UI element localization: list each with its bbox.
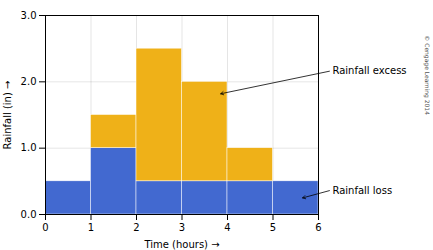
svg-text:5: 5 xyxy=(270,222,276,233)
svg-text:Rainfall excess: Rainfall excess xyxy=(332,65,406,76)
svg-text:6: 6 xyxy=(315,222,321,233)
svg-text:4: 4 xyxy=(224,222,230,233)
svg-text:0: 0 xyxy=(42,222,48,233)
svg-text:3: 3 xyxy=(179,222,185,233)
svg-text:Rainfall loss: Rainfall loss xyxy=(332,185,392,196)
svg-text:1: 1 xyxy=(88,222,94,233)
svg-text:3.0: 3.0 xyxy=(21,10,37,21)
svg-text:© Cengage Learning 2014: © Cengage Learning 2014 xyxy=(423,35,431,115)
svg-text:Time (hours) →: Time (hours) → xyxy=(143,239,219,250)
svg-text:1.0: 1.0 xyxy=(21,142,37,153)
svg-text:2.0: 2.0 xyxy=(21,76,37,87)
svg-text:2: 2 xyxy=(133,222,139,233)
svg-text:0.0: 0.0 xyxy=(21,209,37,220)
svg-text:Rainfall (in) →: Rainfall (in) → xyxy=(2,81,13,150)
